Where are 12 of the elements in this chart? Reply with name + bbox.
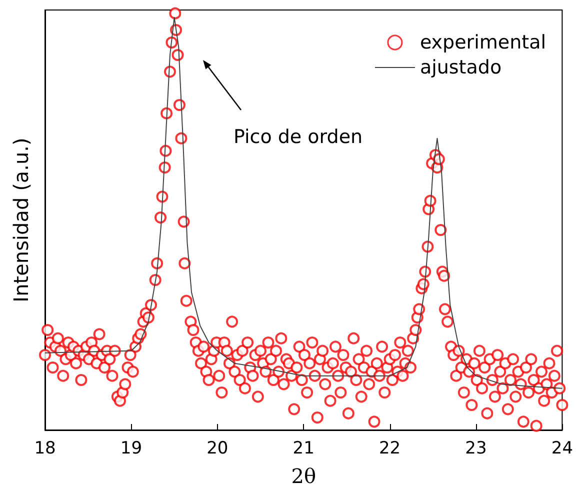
x-tick-label: 19 (120, 438, 142, 458)
x-tick-label: 24 (551, 438, 574, 458)
y-axis-title: Intensidad (a.u.) (9, 138, 33, 302)
x-axis-title: 2θ (291, 464, 316, 488)
annotation: Pico de orden (233, 126, 363, 148)
x-tick-label: 18 (34, 438, 56, 458)
x-tick-label: 22 (378, 438, 401, 458)
legend-label: ajustado (420, 56, 502, 78)
x-tick-label: 20 (206, 438, 228, 458)
legend-label: experimental (420, 32, 546, 54)
x-tick-label: 23 (465, 438, 487, 458)
x-tick-label: 21 (292, 438, 314, 458)
